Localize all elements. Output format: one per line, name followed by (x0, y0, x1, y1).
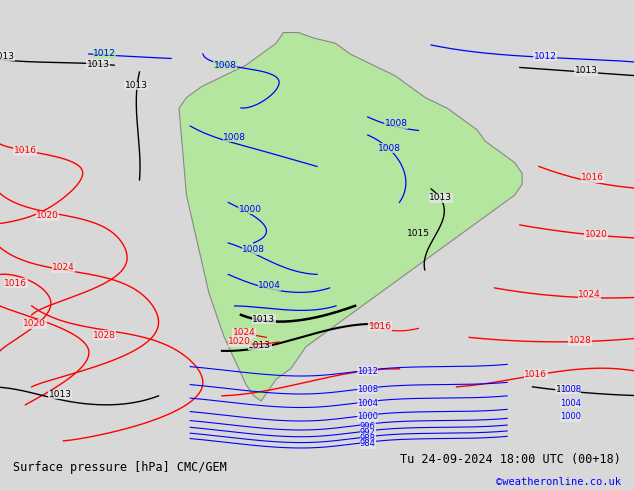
Text: 1024: 1024 (233, 328, 256, 338)
Text: 1024: 1024 (52, 263, 75, 272)
Text: 1015: 1015 (407, 229, 430, 239)
Text: Surface pressure [hPa] CMC/GEM: Surface pressure [hPa] CMC/GEM (13, 462, 226, 474)
Text: 1020: 1020 (36, 211, 59, 220)
Text: 992: 992 (360, 428, 375, 437)
Text: 1013: 1013 (87, 60, 110, 69)
Text: 1013: 1013 (429, 194, 452, 202)
Text: 1012: 1012 (534, 52, 557, 61)
Text: 1008: 1008 (214, 61, 236, 70)
Text: 1016: 1016 (581, 173, 604, 182)
Text: 1020: 1020 (585, 230, 607, 239)
Text: 1020: 1020 (228, 337, 251, 346)
Text: ©weatheronline.co.uk: ©weatheronline.co.uk (496, 477, 621, 487)
Text: 1024: 1024 (578, 290, 601, 299)
Text: 996: 996 (359, 422, 376, 431)
Text: 984: 984 (359, 440, 376, 448)
Polygon shape (179, 32, 522, 401)
Text: 1016: 1016 (369, 321, 392, 331)
Text: 1008: 1008 (357, 385, 378, 393)
Text: 1013: 1013 (556, 385, 579, 393)
Text: 1012: 1012 (93, 49, 116, 58)
Text: 1000: 1000 (239, 205, 262, 214)
Text: 1013: 1013 (0, 52, 15, 61)
Text: 1008: 1008 (385, 119, 408, 128)
Text: 1013: 1013 (125, 81, 148, 90)
Text: 1016: 1016 (4, 279, 27, 288)
Text: 1000: 1000 (560, 413, 581, 421)
Text: 1008: 1008 (378, 144, 401, 153)
Text: 1016: 1016 (524, 370, 547, 379)
Text: 1004: 1004 (258, 281, 281, 290)
Text: 1008: 1008 (242, 245, 265, 254)
Text: 1004: 1004 (357, 399, 378, 408)
Text: 1004: 1004 (560, 399, 581, 408)
Text: Tu 24-09-2024 18:00 UTC (00+18): Tu 24-09-2024 18:00 UTC (00+18) (401, 453, 621, 466)
Text: 1012: 1012 (357, 367, 378, 376)
Text: 1013: 1013 (249, 341, 271, 350)
Text: 1028: 1028 (93, 331, 116, 340)
Text: 988: 988 (359, 434, 376, 443)
Text: 1013: 1013 (575, 66, 598, 75)
Text: 1016: 1016 (14, 146, 37, 155)
Text: 1013: 1013 (252, 315, 275, 324)
Text: 1013: 1013 (49, 390, 72, 399)
Text: 1028: 1028 (569, 337, 592, 345)
Text: 1000: 1000 (357, 413, 378, 421)
Text: 1020: 1020 (23, 319, 46, 328)
Text: 1008: 1008 (223, 133, 246, 142)
Text: 1008: 1008 (560, 385, 581, 393)
